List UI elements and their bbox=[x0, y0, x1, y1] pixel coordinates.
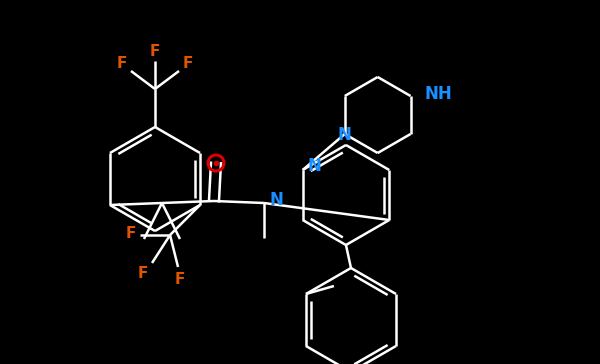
Text: F: F bbox=[126, 226, 136, 241]
Text: F: F bbox=[138, 265, 148, 281]
Text: F: F bbox=[175, 272, 185, 286]
Text: F: F bbox=[183, 55, 193, 71]
Text: N: N bbox=[270, 191, 284, 209]
Text: F: F bbox=[117, 55, 127, 71]
Text: N: N bbox=[337, 126, 351, 144]
Text: NH: NH bbox=[425, 85, 452, 103]
Text: N: N bbox=[308, 157, 322, 175]
Text: F: F bbox=[150, 44, 160, 59]
